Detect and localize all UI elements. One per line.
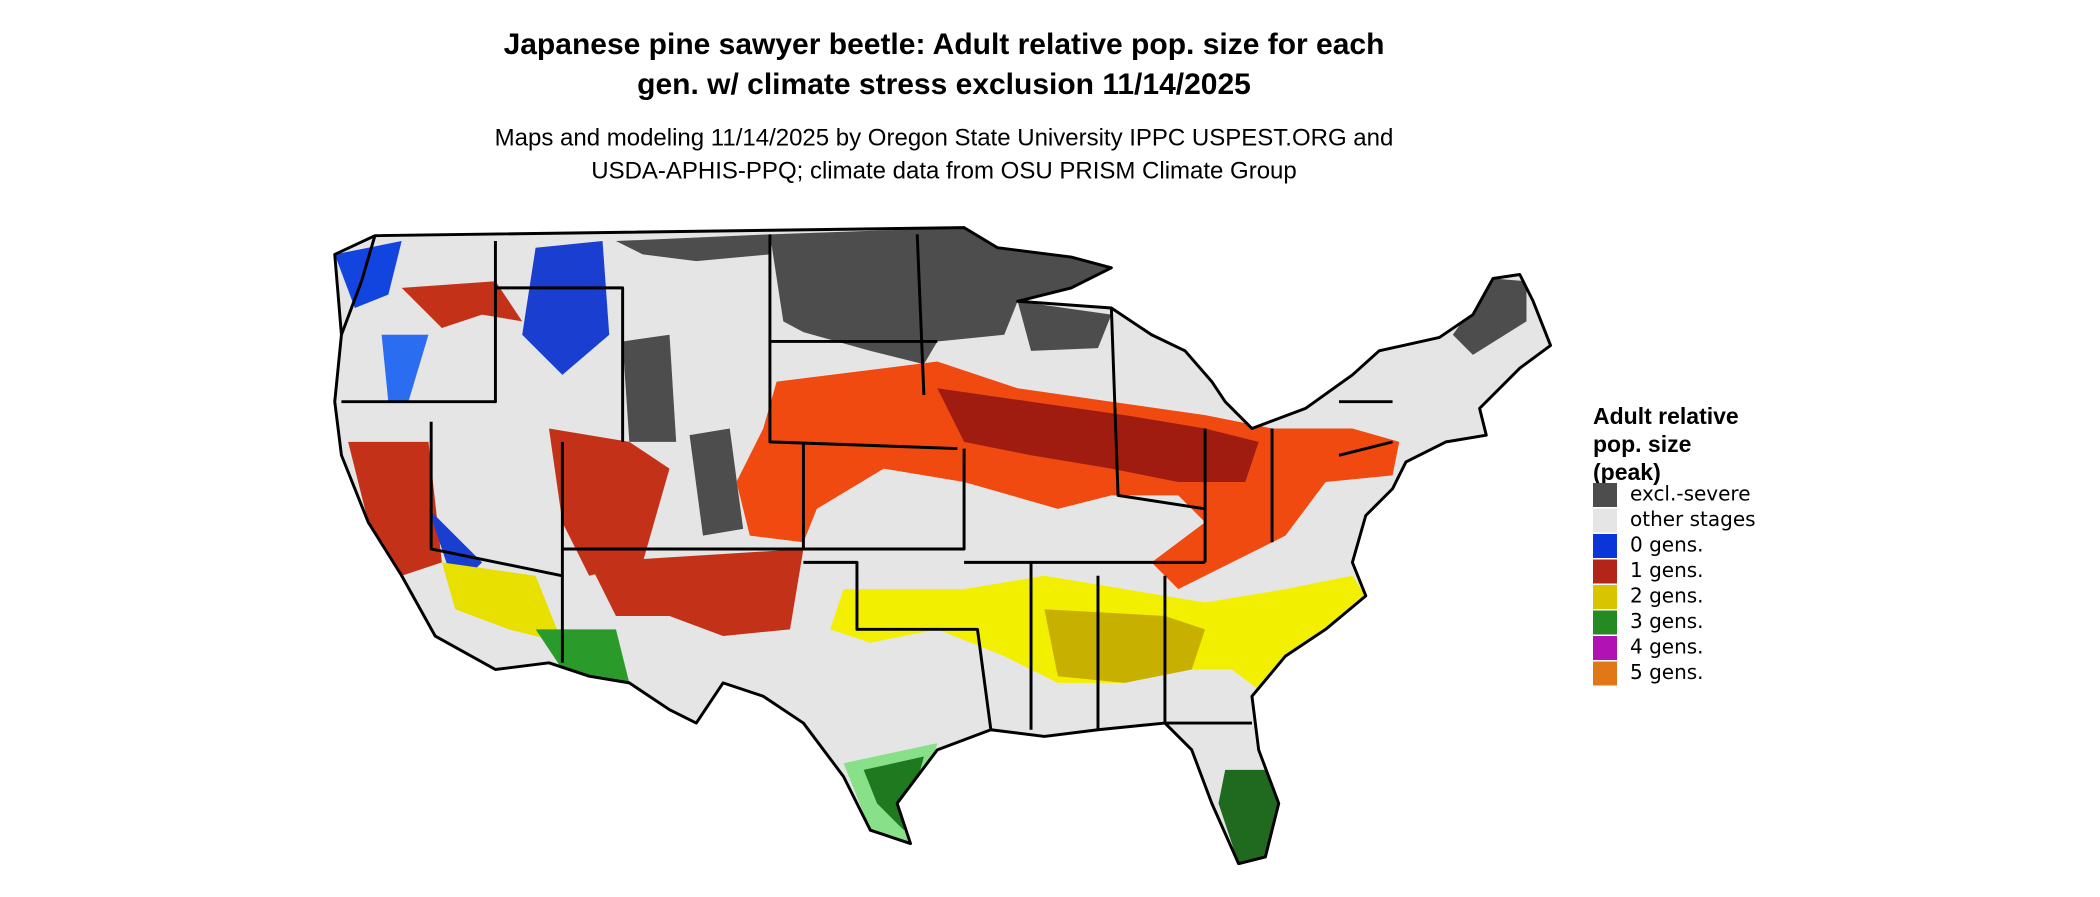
legend-label: other stages [1630,507,1756,531]
legend-title: Adult relative [1593,403,1739,429]
map-raster [334,227,1527,864]
legend-label: 3 gens. [1630,609,1704,633]
legend-swatch [1593,610,1617,635]
legend-label: 0 gens. [1630,533,1704,557]
legend-swatch [1593,483,1617,507]
subtitle-line: Maps and modeling 11/14/2025 by Oregon S… [495,124,1394,151]
legend-swatch [1593,636,1617,660]
legend-swatch [1593,508,1617,533]
legend-swatch [1593,559,1617,584]
legend-swatch [1593,534,1617,558]
legend-label: 2 gens. [1630,584,1704,608]
us-map [333,226,1553,866]
legend-label: excl.-severe [1630,482,1751,506]
subtitle-line: USDA-APHIS-PPQ; climate data from OSU PR… [591,157,1297,184]
legend-label: 5 gens. [1630,660,1704,684]
legend-title: pop. size [1593,431,1691,457]
legend-swatch [1593,585,1617,609]
title-line: Japanese pine sawyer beetle: Adult relat… [504,28,1385,61]
legend-label: 1 gens. [1630,558,1704,582]
legend-title: (peak) [1593,459,1661,485]
legend-label: 4 gens. [1630,635,1704,659]
title-line: gen. w/ climate stress exclusion 11/14/2… [637,68,1251,101]
legend-swatch [1593,661,1617,686]
